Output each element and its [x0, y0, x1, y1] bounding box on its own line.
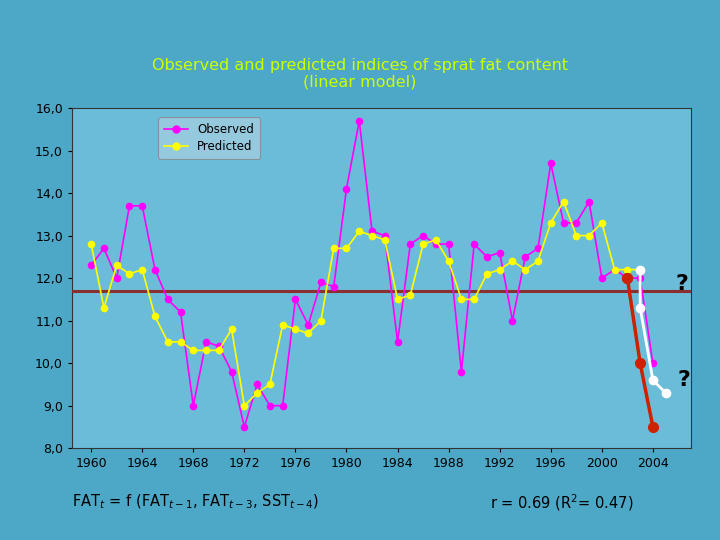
Text: Observed and predicted indices of sprat fat content: Observed and predicted indices of sprat …	[152, 58, 568, 73]
Text: (linear model): (linear model)	[303, 74, 417, 89]
Text: FAT$_t$ = f (FAT$_{t-1}$, FAT$_{t-3}$, SST$_{t-4}$): FAT$_t$ = f (FAT$_{t-1}$, FAT$_{t-3}$, S…	[72, 493, 320, 511]
Text: ?: ?	[676, 274, 689, 294]
Legend: Observed, Predicted: Observed, Predicted	[158, 117, 260, 159]
Text: ?: ?	[677, 370, 690, 390]
Text: r = 0.69 (R$^2$= 0.47): r = 0.69 (R$^2$= 0.47)	[490, 492, 633, 512]
